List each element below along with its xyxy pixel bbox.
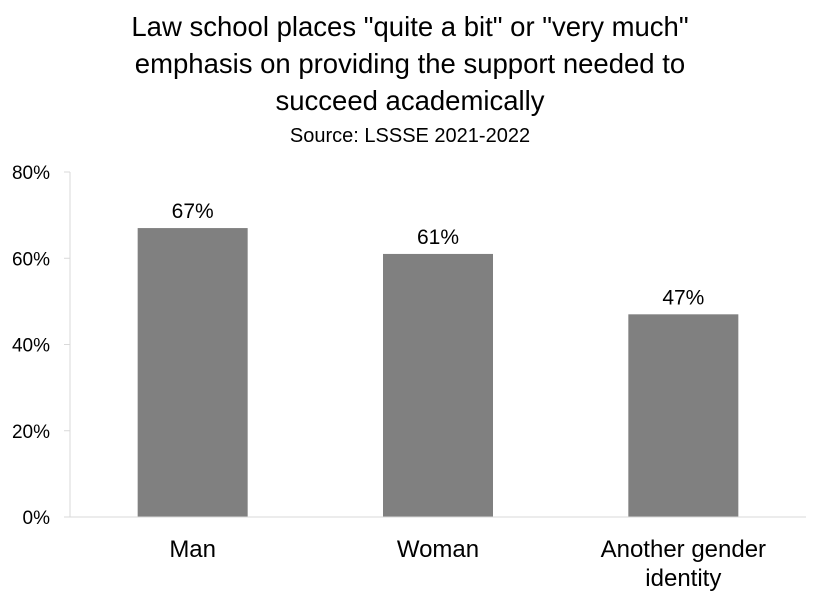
bar — [383, 253, 493, 517]
data-label: 61% — [417, 226, 459, 249]
y-tick-label: 80% — [12, 163, 50, 184]
chart-title-line: succeed academically — [275, 85, 545, 116]
chart-subtitle: Source: LSSSE 2021-2022 — [289, 125, 531, 147]
x-category-label: identity — [645, 565, 721, 592]
data-label: 47% — [662, 286, 704, 309]
x-category-label: Another gender — [601, 536, 766, 563]
chart-title: Law school places "quite a bit" or "very… — [60, 8, 760, 119]
y-tick-label: 40% — [12, 336, 50, 357]
data-label: 67% — [172, 200, 214, 223]
chart-title-line: emphasis on providing the support needed… — [134, 48, 686, 79]
y-tick-label: 60% — [12, 249, 50, 270]
y-tick-label: 0% — [23, 508, 51, 529]
chart-title-line: Law school places "quite a bit" or "very… — [131, 11, 689, 42]
bar — [137, 228, 248, 517]
bar — [628, 314, 739, 517]
x-category-label: Man — [169, 536, 216, 563]
y-tick-label: 20% — [12, 422, 50, 443]
x-category-label: Woman — [397, 536, 479, 563]
